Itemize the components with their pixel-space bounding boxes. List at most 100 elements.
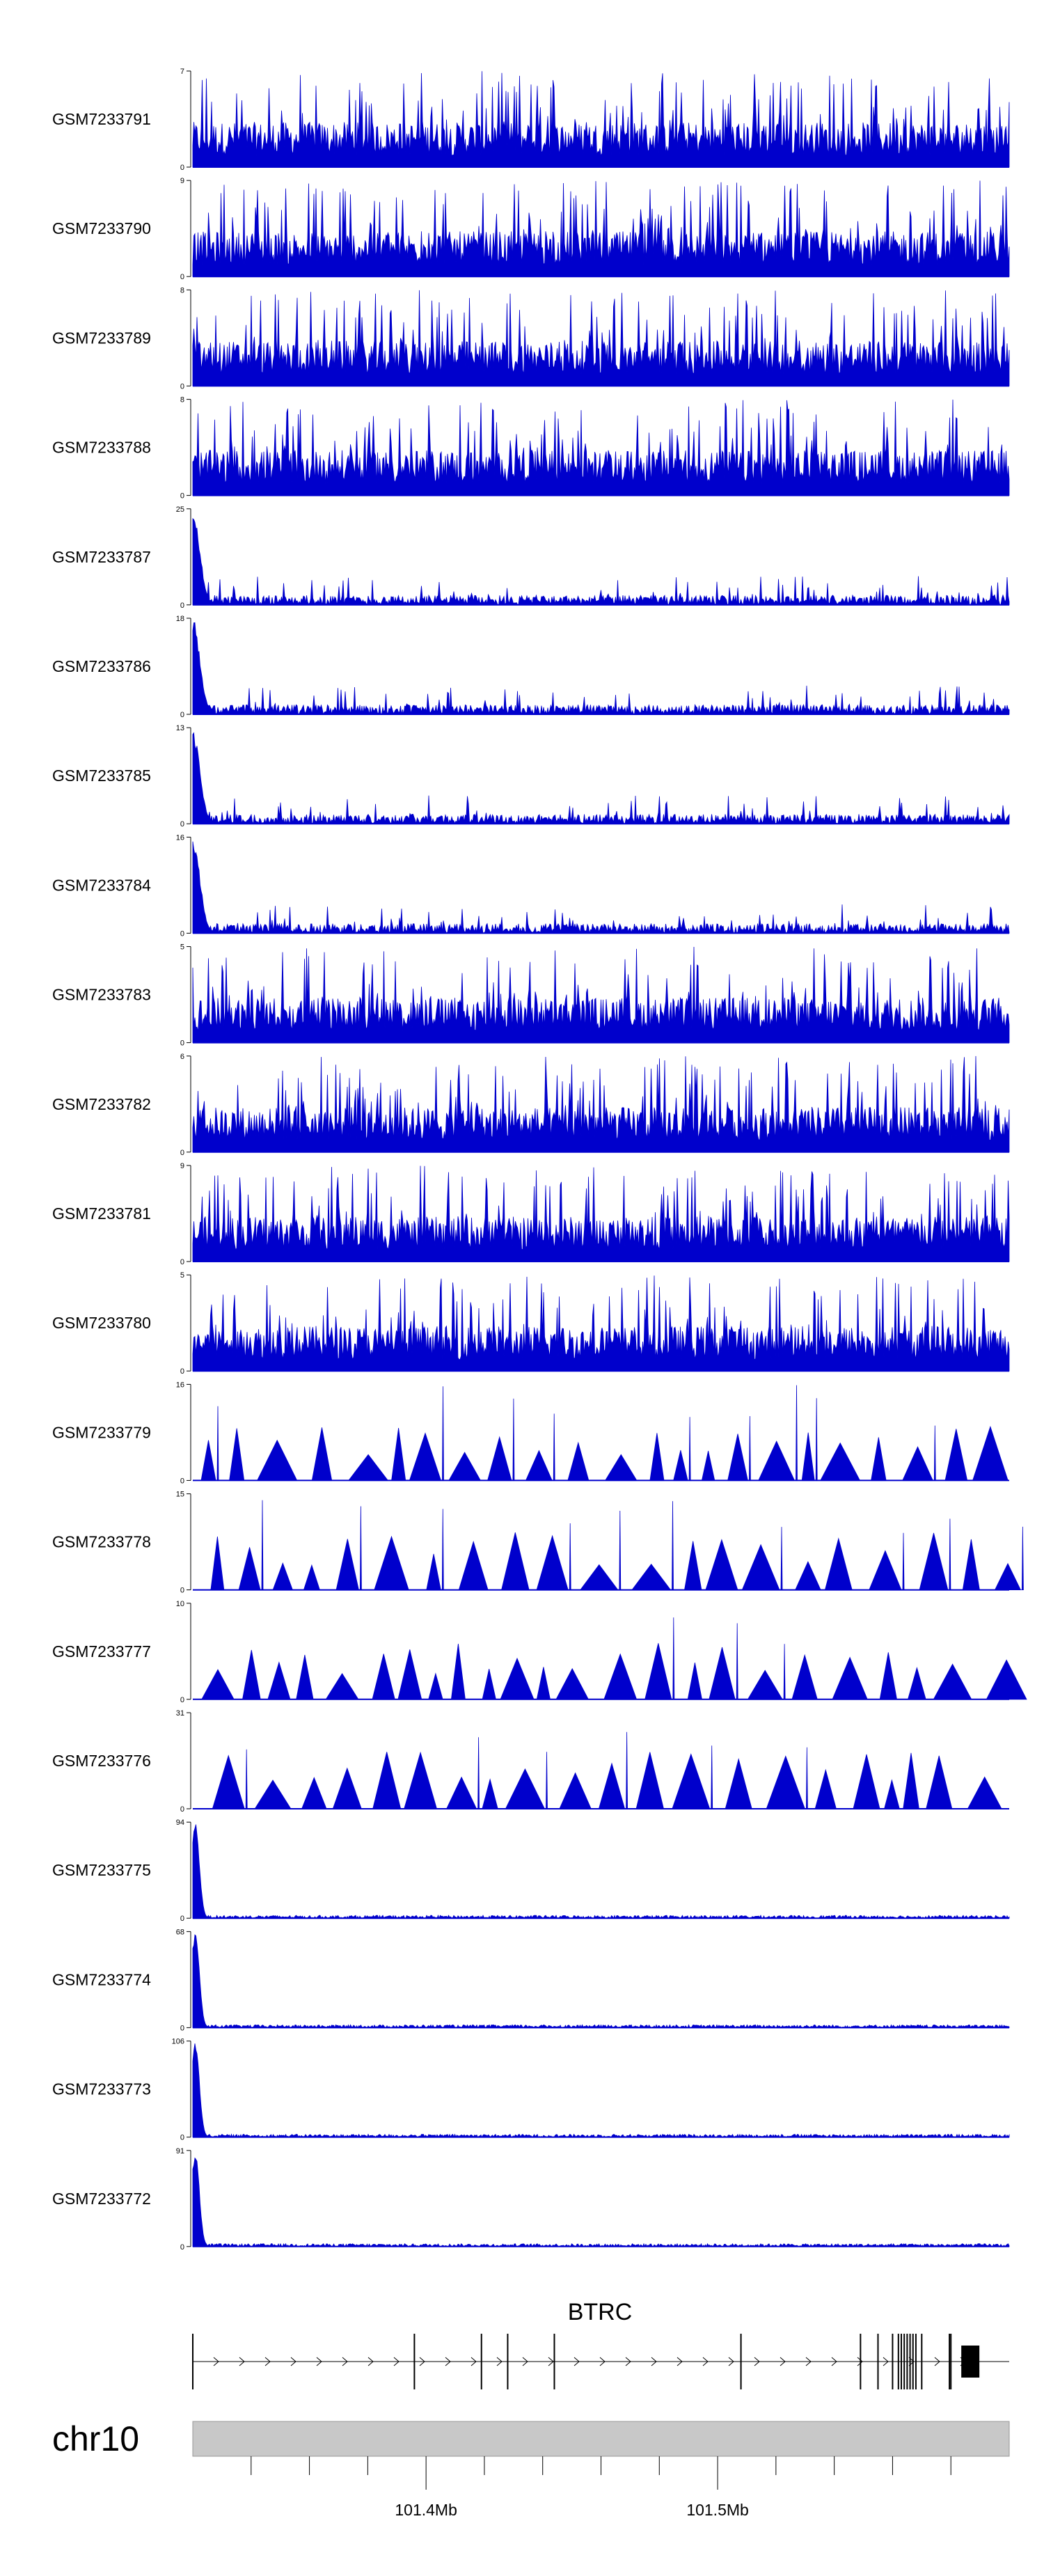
signal-area xyxy=(192,2043,1010,2138)
y-max-label: 18 xyxy=(176,615,184,623)
y-min-label: 0 xyxy=(180,273,184,281)
track-GSM7233772: GSM7233772 91 0 xyxy=(52,2147,1010,2252)
y-min-label: 0 xyxy=(180,711,184,719)
track-label: GSM7233782 xyxy=(52,1095,151,1113)
y-min-label: 0 xyxy=(180,1915,184,1923)
y-min-label: 0 xyxy=(180,1367,184,1376)
track-GSM7233781: GSM7233781 9 0 xyxy=(52,1162,1010,1266)
exon xyxy=(961,2346,980,2378)
strand-arrow xyxy=(393,2357,400,2366)
strand-arrow xyxy=(883,2357,889,2366)
y-max-label: 5 xyxy=(180,1271,184,1280)
strand-arrow xyxy=(470,2357,477,2366)
y-max-label: 5 xyxy=(180,943,184,952)
track-label: GSM7233784 xyxy=(52,876,151,894)
y-max-label: 31 xyxy=(176,1709,184,1718)
track-label: GSM7233776 xyxy=(52,1752,151,1770)
coverage-tracks: GSM723379170GSM723379090GSM723378980GSM7… xyxy=(52,68,1027,2252)
strand-arrow xyxy=(934,2357,940,2366)
track-label: GSM7233783 xyxy=(52,986,151,1004)
track-label: GSM7233786 xyxy=(52,657,151,675)
y-max-label: 10 xyxy=(176,1600,184,1608)
y-max-label: 9 xyxy=(180,1162,184,1170)
track-label: GSM7233773 xyxy=(52,2080,151,2098)
gene-track: BTRC xyxy=(192,2299,1009,2389)
y-min-label: 0 xyxy=(180,1149,184,1157)
track-GSM7233785: GSM7233785 13 0 xyxy=(52,724,1010,828)
chromosome-axis: chr10 101.4Mb 101.5Mb xyxy=(52,2419,1010,2519)
strand-arrow xyxy=(419,2357,425,2366)
signal-area xyxy=(193,1500,1024,1590)
signal-area xyxy=(193,1617,1027,1700)
track-label: GSM7233779 xyxy=(52,1423,151,1441)
y-min-label: 0 xyxy=(180,2024,184,2032)
y-max-label: 8 xyxy=(180,286,184,294)
track-GSM7233789: GSM7233789 8 0 xyxy=(52,286,1010,391)
signal-area xyxy=(192,1824,1010,1919)
track-GSM7233778: GSM7233778 15 0 xyxy=(52,1491,1024,1595)
y-max-label: 25 xyxy=(176,505,184,514)
signal-area xyxy=(192,1055,1010,1153)
strand-arrow xyxy=(290,2357,296,2366)
y-min-label: 0 xyxy=(180,2243,184,2252)
track-GSM7233787: GSM7233787 25 0 xyxy=(52,505,1010,610)
y-min-label: 0 xyxy=(180,164,184,172)
track-label: GSM7233788 xyxy=(52,439,151,457)
strand-arrow xyxy=(728,2357,734,2366)
track-GSM7233779: GSM7233779 16 0 xyxy=(52,1381,1009,1485)
track-label: GSM7233772 xyxy=(52,2190,151,2208)
strand-arrow xyxy=(316,2357,322,2366)
strand-arrow xyxy=(805,2357,812,2366)
signal-area xyxy=(192,622,1010,715)
signal-area xyxy=(193,1385,1009,1481)
y-min-label: 0 xyxy=(180,1696,184,1704)
gene-name: BTRC xyxy=(568,2299,633,2325)
y-max-label: 68 xyxy=(176,1928,184,1936)
track-label: GSM7233790 xyxy=(52,219,151,237)
strand-arrow xyxy=(574,2357,580,2366)
signal-area xyxy=(192,399,1010,496)
signal-area xyxy=(193,1731,1009,1809)
track-GSM7233776: GSM7233776 31 0 xyxy=(52,1709,1009,1814)
track-label: GSM7233780 xyxy=(52,1314,151,1332)
signal-area xyxy=(192,732,1010,825)
y-max-label: 9 xyxy=(180,177,184,185)
y-max-label: 15 xyxy=(176,1491,184,1499)
strand-arrow xyxy=(213,2357,219,2366)
track-label: GSM7233775 xyxy=(52,1861,151,1879)
strand-arrow xyxy=(367,2357,374,2366)
y-min-label: 0 xyxy=(180,1477,184,1485)
y-min-label: 0 xyxy=(180,1039,184,1048)
strand-arrow xyxy=(677,2357,683,2366)
track-GSM7233791: GSM7233791 7 0 xyxy=(52,68,1010,172)
y-max-label: 106 xyxy=(172,2038,184,2046)
strand-arrow xyxy=(445,2357,451,2366)
track-GSM7233777: GSM7233777 10 0 xyxy=(52,1600,1027,1704)
y-max-label: 6 xyxy=(180,1053,184,1061)
track-label: GSM7233778 xyxy=(52,1533,151,1551)
track-GSM7233784: GSM7233784 16 0 xyxy=(52,833,1010,938)
y-min-label: 0 xyxy=(180,1587,184,1595)
strand-arrow xyxy=(496,2357,503,2366)
strand-arrow xyxy=(625,2357,631,2366)
track-GSM7233783: GSM7233783 5 0 xyxy=(52,943,1010,1048)
y-max-label: 13 xyxy=(176,724,184,732)
track-GSM7233775: GSM7233775 94 0 xyxy=(52,1819,1010,1923)
y-min-label: 0 xyxy=(180,1258,184,1266)
track-GSM7233774: GSM7233774 68 0 xyxy=(52,1928,1010,2032)
signal-area xyxy=(192,946,1010,1043)
y-max-label: 7 xyxy=(180,68,184,76)
signal-area xyxy=(192,2157,1010,2247)
y-max-label: 94 xyxy=(176,1819,184,1827)
ideogram xyxy=(192,2421,1010,2457)
y-min-label: 0 xyxy=(180,382,184,391)
y-max-label: 16 xyxy=(176,1381,184,1389)
track-label: GSM7233781 xyxy=(52,1204,151,1223)
track-label: GSM7233789 xyxy=(52,329,151,347)
track-label: GSM7233774 xyxy=(52,1970,151,1988)
y-min-label: 0 xyxy=(180,1805,184,1814)
track-label: GSM7233785 xyxy=(52,767,151,785)
strand-arrow xyxy=(264,2357,271,2366)
y-max-label: 16 xyxy=(176,833,184,842)
